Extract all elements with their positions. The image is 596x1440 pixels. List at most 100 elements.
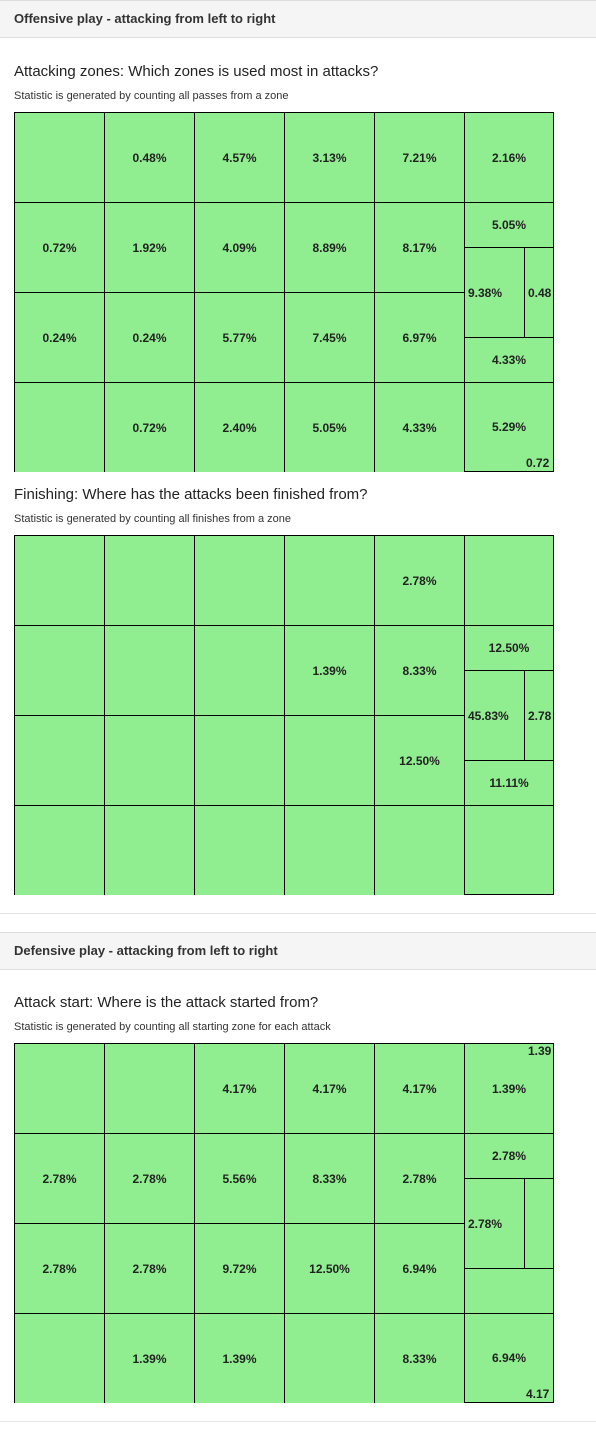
- zone-r2-c3: 7.45%: [284, 292, 375, 383]
- zone-box-area: 9.38%: [464, 247, 525, 338]
- zone-r2-c4: 6.97%: [374, 292, 465, 383]
- zone-r0-c4: 4.17%: [374, 1043, 465, 1134]
- zone-value: 1.39%: [312, 663, 347, 678]
- corner-top-value: 1.39: [528, 1044, 552, 1058]
- zone-r1-c2: 5.56%: [194, 1133, 285, 1224]
- zone-value: 12.50%: [309, 1261, 350, 1276]
- offensive-section-header: Offensive play - attacking from left to …: [0, 0, 596, 38]
- zone-value: 8.17%: [402, 240, 437, 255]
- zone-value: 2.78: [528, 708, 552, 723]
- zone-r3-c4: 8.33%: [374, 1313, 465, 1403]
- zone-value: 8.33%: [402, 1351, 437, 1366]
- zone-r3-c1: 0.72%: [104, 382, 195, 472]
- zone-value: 4.33%: [491, 353, 527, 367]
- zone-value: 2.78%: [42, 1171, 77, 1186]
- zone-value: 2.78%: [132, 1171, 167, 1186]
- zone-r1-c0: [14, 625, 105, 716]
- zone-r1-c1: 2.78%: [104, 1133, 195, 1224]
- zone-value: 3.13%: [312, 150, 347, 165]
- finishing-pitch: 2.78% 1.39% 8.33% 12.50% 12.50% 45.83% 2.78 11.…: [14, 535, 554, 895]
- zone-r2-c3: 12.50%: [284, 1223, 375, 1314]
- zone-r1-c2: [194, 625, 285, 716]
- zone-value: 0.24%: [42, 330, 77, 345]
- zone-r3-c0: [14, 1313, 105, 1403]
- zone-value: 8.33%: [402, 663, 437, 678]
- zone-value: 5.05%: [491, 218, 527, 232]
- corner-bottom-value: 0.72: [526, 456, 550, 470]
- zone-r1-c4: 2.78%: [374, 1133, 465, 1224]
- zone-value: 6.94%: [491, 1351, 527, 1365]
- zone-r1-c4: 8.33%: [374, 625, 465, 716]
- zone-box-lower: [464, 1268, 554, 1314]
- zone-r1-c4: 8.17%: [374, 202, 465, 293]
- zone-box-bottom: 6.94%: [464, 1313, 554, 1403]
- zone-r0-c4: 2.78%: [374, 535, 465, 626]
- zone-box-upper: 2.78%: [464, 1133, 554, 1179]
- zone-value: 0.24%: [132, 330, 167, 345]
- zone-box-top: 1.39%: [464, 1043, 554, 1134]
- finishing-title: Finishing: Where has the attacks been fi…: [14, 486, 368, 503]
- zone-r3-c2: [194, 805, 285, 895]
- zone-r0-c2: 4.17%: [194, 1043, 285, 1134]
- zone-value: 0.72%: [42, 240, 77, 255]
- zone-r3-c4: [374, 805, 465, 895]
- zone-r1-c3: 8.89%: [284, 202, 375, 293]
- zone-value: 2.78%: [132, 1261, 167, 1276]
- zone-r1-c3: 1.39%: [284, 625, 375, 716]
- zone-r1-c2: 4.09%: [194, 202, 285, 293]
- zone-r2-c1: 2.78%: [104, 1223, 195, 1314]
- zone-value: 2.16%: [491, 150, 527, 165]
- zone-value: 1.39%: [132, 1351, 167, 1366]
- corner-bottom-value: 4.17: [526, 1387, 550, 1401]
- zone-r3-c4: 4.33%: [374, 382, 465, 472]
- zone-r1-c0: 2.78%: [14, 1133, 105, 1224]
- zone-r0-c1: [104, 1043, 195, 1134]
- zone-r1-c1: [104, 625, 195, 716]
- zone-value: 4.17%: [312, 1081, 347, 1096]
- zone-value: 7.21%: [402, 150, 437, 165]
- zone-value: 2.78%: [491, 1149, 527, 1163]
- zone-value: 2.78%: [402, 573, 437, 588]
- zone-value: 4.09%: [222, 240, 257, 255]
- finishing-subtitle: Statistic is generated by counting all f…: [14, 513, 291, 525]
- zone-box-area: 2.78%: [464, 1178, 525, 1269]
- zone-box-goal: 0.48: [524, 247, 554, 338]
- zone-r0-c3: [284, 535, 375, 626]
- zone-r3-c3: [284, 1313, 375, 1403]
- zone-r2-c1: [104, 715, 195, 806]
- zone-value: 0.72%: [132, 420, 167, 435]
- zone-value: 9.38%: [468, 285, 503, 300]
- zone-r0-c2: 4.57%: [194, 112, 285, 203]
- zone-value: 5.29%: [491, 420, 527, 434]
- zone-r2-c2: [194, 715, 285, 806]
- zone-value: 6.97%: [402, 330, 437, 345]
- zone-value: 2.78%: [42, 1261, 77, 1276]
- zone-box-lower: 4.33%: [464, 337, 554, 383]
- zone-value: 12.50%: [488, 641, 530, 655]
- zone-r2-c0: 0.24%: [14, 292, 105, 383]
- zone-value: 2.40%: [222, 420, 257, 435]
- zone-value: 45.83%: [468, 708, 509, 723]
- zone-r3-c3: [284, 805, 375, 895]
- zone-value: 9.72%: [222, 1261, 257, 1276]
- zone-value: 0.48: [528, 285, 552, 300]
- zone-box-upper: 12.50%: [464, 625, 554, 671]
- zone-value: 6.94%: [402, 1261, 437, 1276]
- attacking-zones-pitch: 0.48% 4.57% 3.13% 7.21% 0.72% 1.92% 4.09% 8.89%…: [14, 112, 554, 472]
- zone-value: 4.17%: [222, 1081, 257, 1096]
- zone-r2-c3: [284, 715, 375, 806]
- zone-box-top: [464, 535, 554, 626]
- zone-r1-c3: 8.33%: [284, 1133, 375, 1224]
- zone-r0-c3: 3.13%: [284, 112, 375, 203]
- zone-value: 0.48%: [132, 150, 167, 165]
- zone-r0-c2: [194, 535, 285, 626]
- zone-value: 7.45%: [312, 330, 347, 345]
- zone-r1-c0: 0.72%: [14, 202, 105, 293]
- bottom-divider: [0, 1421, 596, 1422]
- zone-value: 1.92%: [132, 240, 167, 255]
- zone-value: 1.39%: [491, 1081, 527, 1096]
- zone-value: 11.11%: [489, 776, 529, 790]
- section-divider: [0, 913, 596, 914]
- zone-value: 4.17%: [402, 1081, 437, 1096]
- zone-value: 4.33%: [402, 420, 437, 435]
